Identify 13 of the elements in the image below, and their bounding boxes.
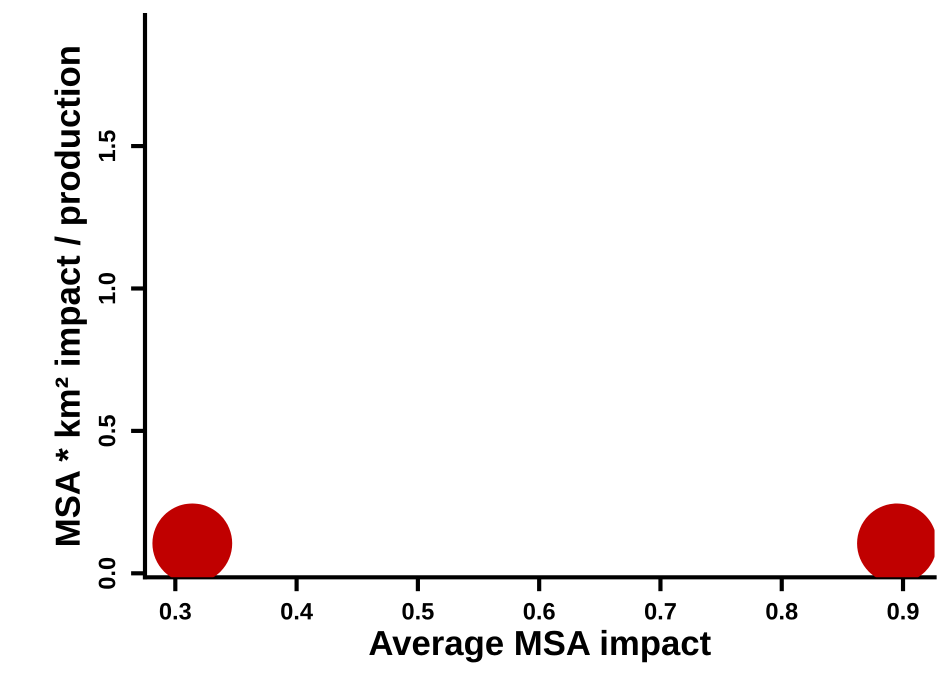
x-tick-label: 0.4 <box>281 602 313 620</box>
x-tick-label: 0.3 <box>160 602 191 620</box>
y-tick-label: 1.5 <box>98 130 116 161</box>
x-axis-title: Average MSA impact <box>369 630 711 662</box>
x-tick-label: 0.9 <box>888 602 919 620</box>
y-tick-label: 1.0 <box>98 273 116 304</box>
y-axis-title: MSA * km² impact / production <box>54 47 87 545</box>
x-tick-label: 0.5 <box>402 602 434 620</box>
y-tick-label: 0.5 <box>98 415 116 446</box>
x-tick-label: 0.7 <box>644 602 676 620</box>
x-tick-label: 0.8 <box>766 602 798 620</box>
x-tick-label: 0.6 <box>524 602 555 620</box>
y-tick-label: 0.0 <box>98 558 116 589</box>
